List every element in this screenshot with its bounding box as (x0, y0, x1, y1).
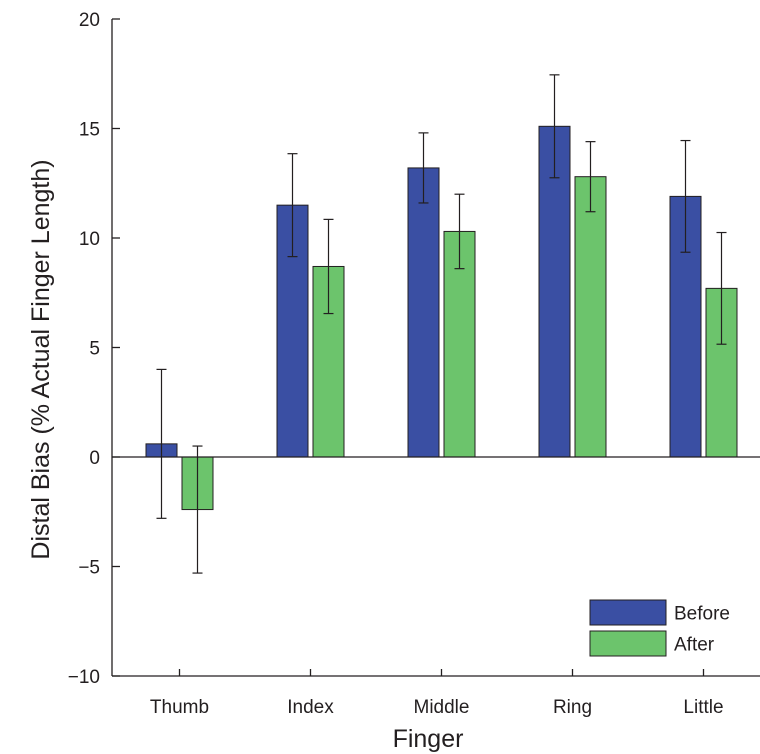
x-tick-label-middle: Middle (414, 697, 470, 718)
x-tick-label-index: Index (287, 697, 334, 718)
error-bar-after-middle (454, 193, 465, 270)
error-bar-before-middle (418, 132, 429, 204)
x-ticks: Thumb Index Middle Ring Little (150, 669, 724, 718)
legend-swatch-before (589, 599, 667, 626)
legend: Before After (589, 599, 730, 657)
error-bar-after-thumb (192, 445, 203, 574)
error-bar-before-little (680, 139, 691, 253)
x-tick-label-ring: Ring (553, 697, 592, 718)
error-bar-after-index (323, 218, 334, 315)
legend-swatch-after (589, 630, 667, 657)
y-tick-label: 15 (79, 120, 100, 141)
error-bar-before-ring (549, 74, 560, 179)
y-tick-label: −5 (78, 558, 100, 579)
y-tick-label: −10 (68, 667, 100, 688)
plot-area (112, 74, 760, 574)
bar-before-middle (407, 167, 440, 458)
bar-after-ring (574, 176, 607, 458)
x-axis-title: Finger (393, 725, 464, 753)
error-bar-after-ring (585, 141, 596, 213)
error-bar-before-thumb (156, 368, 167, 519)
x-tick-label-thumb: Thumb (150, 697, 209, 718)
legend-label-before: Before (674, 604, 730, 625)
y-axis-title: Distal Bias (% Actual Finger Length) (27, 159, 55, 559)
axes: −10 −5 0 5 10 15 20 Thumb Index Middle Ring Little (68, 10, 760, 718)
legend-label-after: After (674, 635, 715, 656)
error-bars-layer (156, 74, 727, 574)
error-bar-before-index (287, 153, 298, 258)
error-bar-after-little (716, 231, 727, 345)
y-tick-label: 5 (89, 339, 100, 360)
y-tick-label: 0 (89, 448, 100, 469)
x-tick-label-little: Little (683, 697, 723, 718)
bars-layer (145, 125, 738, 511)
y-tick-label: 10 (79, 229, 100, 250)
y-ticks: −10 −5 0 5 10 15 20 (68, 10, 120, 688)
y-tick-label: 20 (79, 10, 100, 31)
